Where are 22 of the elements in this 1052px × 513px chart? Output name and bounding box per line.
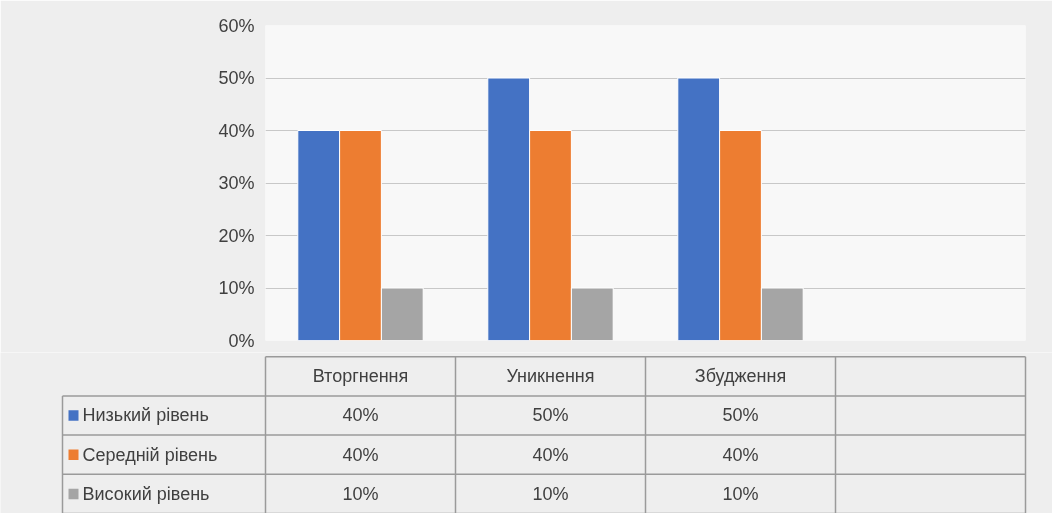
data-label: 40% <box>722 444 759 465</box>
data-label: 40% <box>342 405 379 426</box>
data-label: 40% <box>532 444 569 465</box>
y-tick-label: 30% <box>218 173 255 193</box>
y-tick-label: 0% <box>228 330 255 351</box>
data-label: 10% <box>532 483 569 504</box>
x-tick-label: Збудження <box>694 366 787 387</box>
data-label: 50% <box>722 405 759 426</box>
data-label: 10% <box>722 483 759 504</box>
data-label: 40% <box>342 444 379 465</box>
x-tick-label: Вторгнення <box>312 366 409 387</box>
y-tick-label: 20% <box>218 225 255 246</box>
y-tick-label: 10% <box>218 278 255 298</box>
legend-label: Низький рівень <box>82 405 209 426</box>
x-tick-label: Уникнення <box>506 366 595 387</box>
legend-label: Високий рівень <box>82 483 210 504</box>
y-tick-label: 60% <box>218 15 255 36</box>
y-tick-label: 40% <box>218 120 255 141</box>
data-label: 50% <box>532 405 569 426</box>
legend-label: Середній рівень <box>82 444 218 465</box>
data-label: 10% <box>342 483 379 504</box>
y-tick-label: 50% <box>218 68 255 88</box>
